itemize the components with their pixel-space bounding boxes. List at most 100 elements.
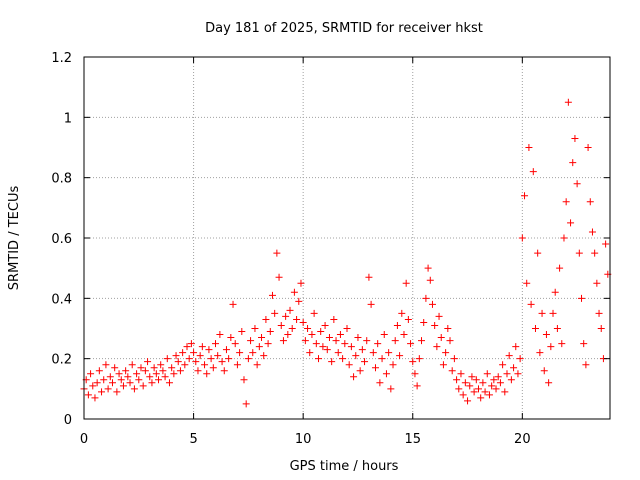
data-point [168,364,176,372]
data-point [157,361,165,369]
data-point [385,349,393,357]
data-point [207,355,215,363]
data-point [144,358,152,366]
data-point [273,249,281,257]
data-point [222,346,230,354]
data-point [266,328,274,336]
data-point [400,331,408,339]
data-point [155,376,163,384]
data-point [203,370,211,378]
data-point [444,325,452,332]
data-point [573,180,581,188]
data-point [87,370,95,378]
data-point [358,346,366,354]
data-point [428,300,436,308]
data-point [181,361,189,369]
data-point [190,349,198,357]
data-point [295,297,303,305]
data-point [334,349,342,357]
data-point [240,376,248,384]
data-point [220,367,228,375]
data-point [477,394,485,402]
data-point [578,294,586,302]
data-point [602,240,610,248]
data-point [277,321,285,329]
data-point [317,328,325,336]
data-point [521,192,529,200]
data-point [409,358,417,366]
data-point [466,382,474,390]
data-point [350,373,358,381]
data-point [553,325,561,332]
data-point [126,379,134,387]
data-point [264,340,272,348]
data-point [198,343,206,351]
data-point [588,228,596,236]
data-point [290,288,298,296]
data-point [374,340,382,348]
y-tick-label: 1.2 [51,51,72,66]
data-point [315,355,323,363]
data-point [247,337,255,345]
data-point [122,367,130,375]
data-point [255,343,263,351]
data-point [279,337,287,345]
data-point [124,373,132,381]
data-point [150,364,158,372]
data-point [534,249,542,257]
x-tick-label: 15 [404,432,421,447]
data-point [102,361,110,369]
data-point [483,370,491,378]
data-point [407,340,415,348]
data-point [371,364,379,372]
data-point [137,364,145,372]
data-point [347,343,355,351]
x-tick-label: 20 [514,432,531,447]
data-point [529,168,537,176]
x-tick-label: 0 [80,432,88,447]
data-point [485,391,493,399]
data-point [251,325,259,332]
data-point [130,385,138,393]
data-point [325,334,333,342]
data-point [586,198,594,206]
data-point [560,234,568,242]
y-tick-label: 0.6 [51,232,72,247]
data-point [378,355,386,363]
data-point [556,264,564,272]
data-point [194,367,202,375]
data-point [343,325,351,332]
data-point [457,370,465,378]
data-point [229,300,237,308]
data-point [437,334,445,342]
data-point [299,318,307,326]
data-point [591,249,599,257]
data-point [525,144,533,151]
data-point [571,134,579,142]
data-point [84,391,92,399]
data-point [161,373,169,381]
data-point [201,361,209,369]
data-point [464,397,472,405]
data-point [260,352,268,360]
data-point [376,379,384,387]
data-point [402,279,410,287]
data-point [582,361,590,369]
data-point [593,279,601,287]
data-point [536,349,544,357]
data-point [128,361,136,369]
data-point [448,367,456,375]
data-point [141,367,149,375]
data-point [275,273,283,281]
data-point [411,370,419,378]
data-point [354,334,362,342]
data-point [459,391,467,399]
data-point [505,352,513,360]
data-point [284,331,292,339]
data-point [415,355,423,363]
chart-title: Day 181 of 2025, SRMTID for receiver hks… [205,21,483,36]
data-point [481,388,489,396]
data-point [225,355,233,363]
data-point [108,379,116,387]
y-tick-label: 1 [64,111,72,126]
